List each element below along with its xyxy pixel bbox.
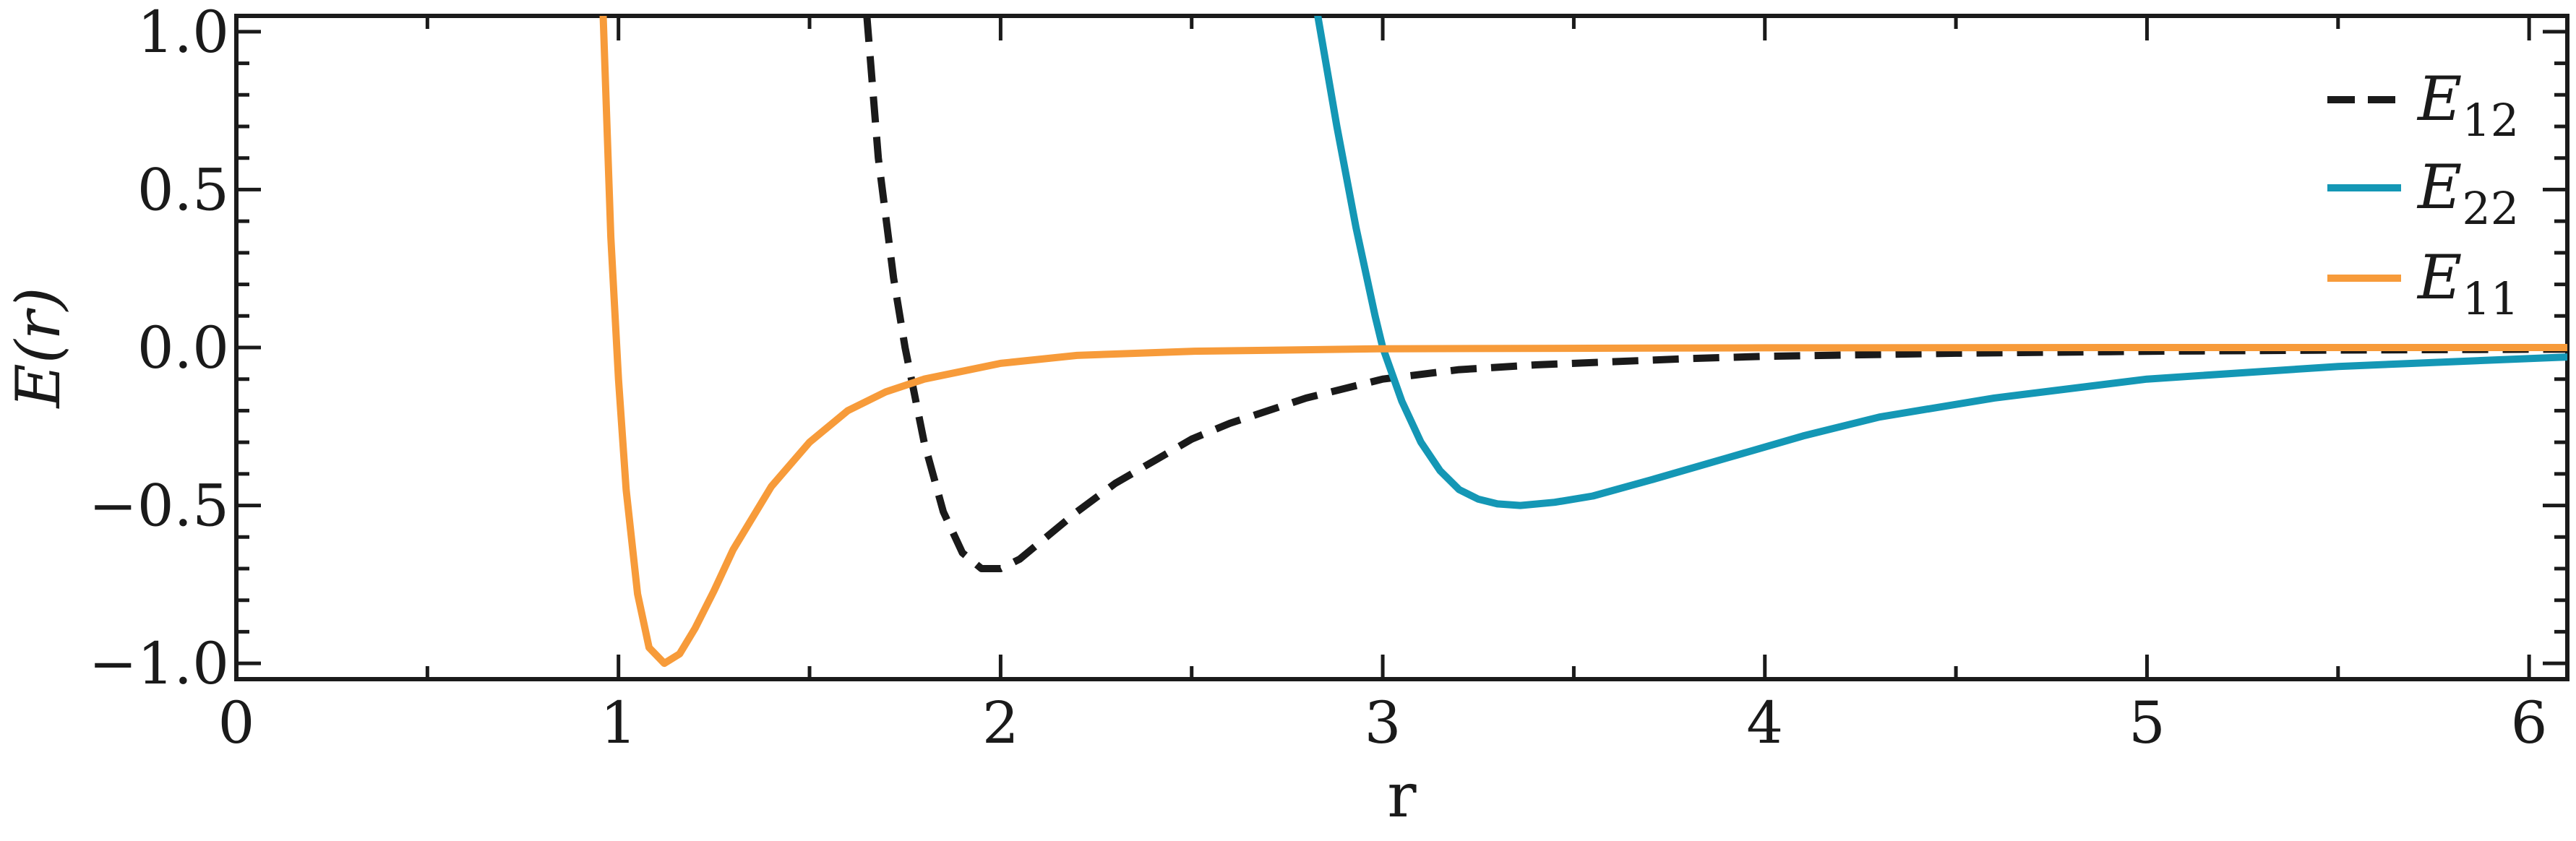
y-tick-label: 1.0 [137, 0, 229, 66]
y-tick-label: 0.5 [137, 156, 229, 223]
x-tick-label: 4 [1746, 689, 1783, 756]
series-line-e11 [599, 16, 2567, 668]
x-tick-label: 3 [1365, 689, 1401, 756]
x-tick-label: 5 [2129, 689, 2165, 756]
axes: 0 1 2 3 4 5 6 −1.0 −0.5 0.0 0.5 1.0 r E(r) [3, 0, 2569, 831]
x-axis-label: r [1387, 760, 1417, 831]
y-tick-label: −1.0 [89, 630, 229, 697]
series-line-e22 [1314, 16, 2567, 509]
y-axis-label: E(r) [3, 287, 74, 409]
series-layer [599, 16, 2567, 668]
y-tick-label: 0.0 [137, 314, 229, 381]
legend-label-e12: E12 [2416, 64, 2519, 147]
x-tick-label: 0 [218, 689, 255, 756]
y-tick-label: −0.5 [89, 473, 229, 540]
x-tick-label: 1 [600, 689, 637, 756]
legend-label-e11: E11 [2416, 242, 2519, 325]
series-line-e12 [863, 16, 2567, 572]
x-tick-label: 2 [982, 689, 1019, 756]
legend-label-e22: E22 [2416, 152, 2519, 235]
x-tick-label: 6 [2511, 689, 2548, 756]
